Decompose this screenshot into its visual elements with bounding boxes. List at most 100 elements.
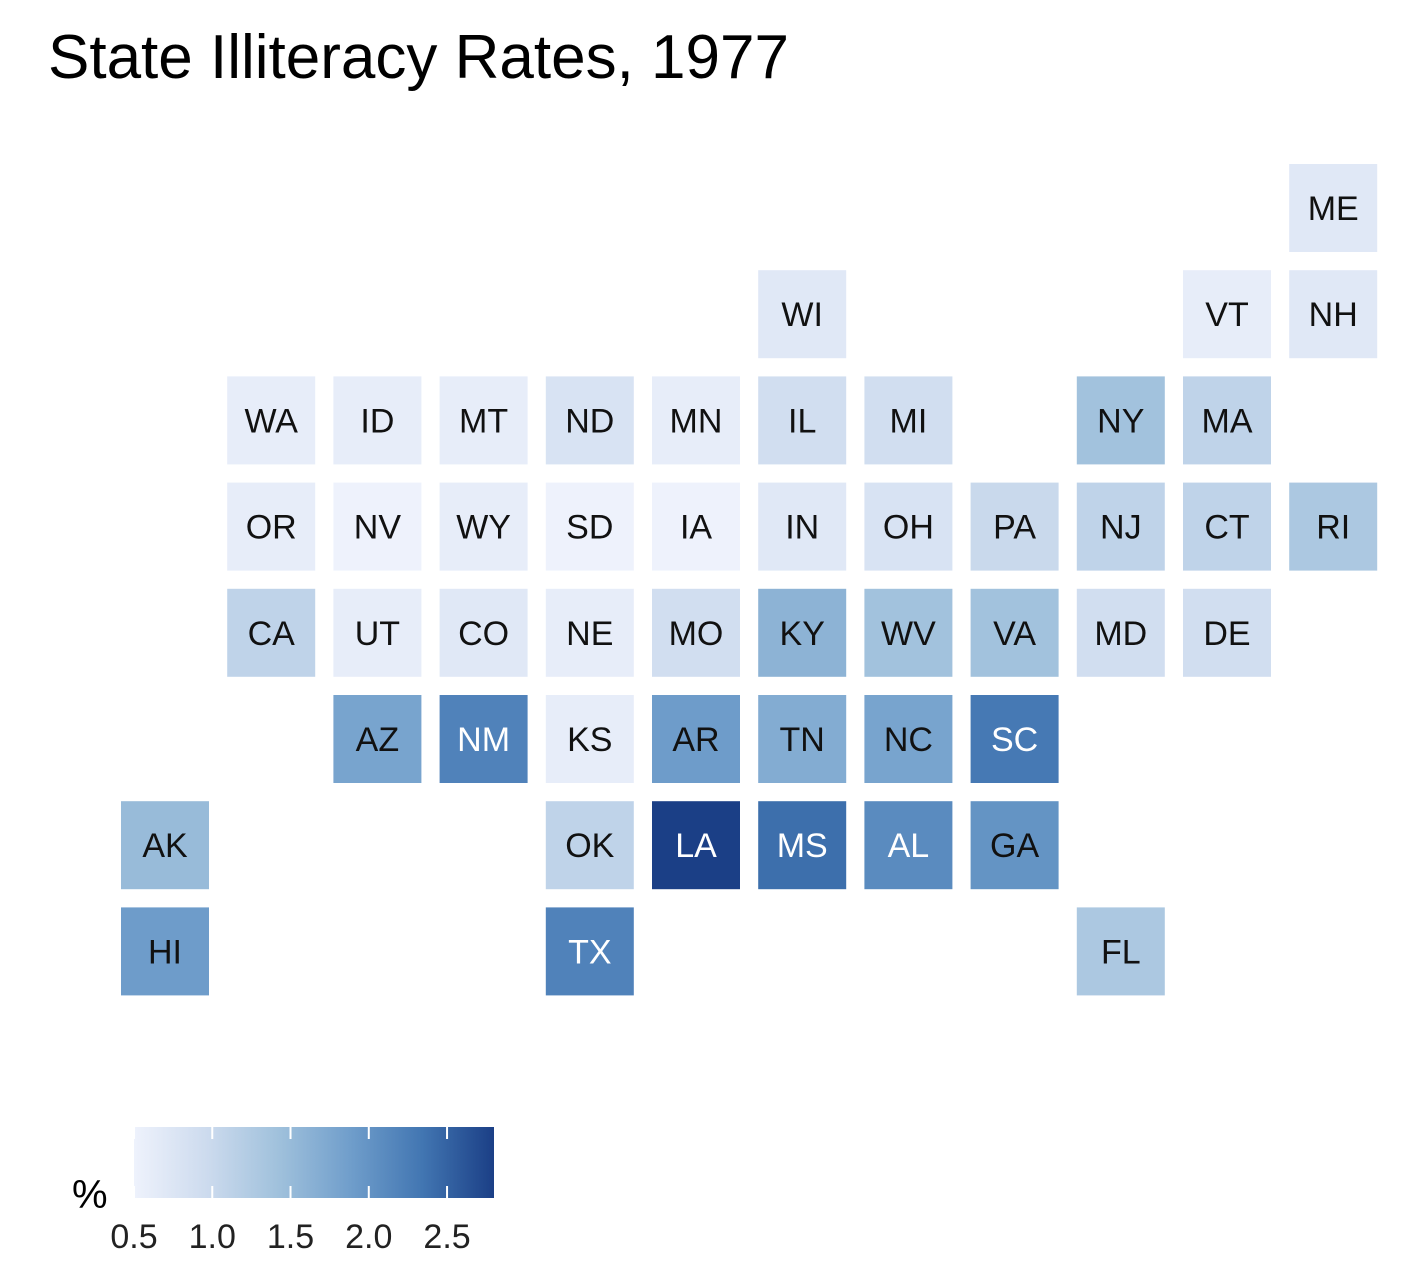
- state-label: OR: [246, 509, 297, 547]
- state-tile-rect: [227, 376, 316, 465]
- state-label: WI: [781, 296, 823, 334]
- state-tile-rect: [227, 588, 316, 677]
- state-tile-ne: NE: [545, 588, 634, 677]
- state-tile-rect: [1076, 482, 1165, 571]
- state-tile-ky: KY: [758, 588, 847, 677]
- state-label: AZ: [356, 721, 399, 759]
- state-tile-rect: [1289, 164, 1378, 252]
- state-label: NY: [1097, 402, 1144, 440]
- state-tile-az: AZ: [333, 695, 422, 783]
- state-tile-rect: [758, 801, 847, 890]
- state-tile-in: IN: [758, 482, 847, 571]
- state-label: OK: [565, 827, 614, 865]
- state-label: RI: [1316, 509, 1350, 547]
- state-label: MI: [890, 402, 928, 440]
- state-tile-rect: [758, 482, 847, 571]
- state-tile-rect: [1289, 270, 1378, 359]
- state-tile-me: ME: [1289, 164, 1378, 252]
- state-tile-rect: [1183, 482, 1271, 571]
- state-tile-md: MD: [1076, 588, 1165, 677]
- state-label: NJ: [1100, 509, 1142, 547]
- state-label: MT: [459, 402, 508, 440]
- state-tile-rect: [1183, 588, 1271, 677]
- state-tile-ri: RI: [1289, 482, 1378, 571]
- state-tile-rect: [545, 695, 634, 783]
- state-label: LA: [675, 827, 717, 865]
- state-tile-ks: KS: [545, 695, 634, 783]
- state-tile-rect: [121, 907, 209, 996]
- state-tile-rect: [1289, 482, 1378, 571]
- state-tile-nc: NC: [864, 695, 953, 783]
- state-label: NV: [354, 509, 402, 547]
- state-label: IL: [788, 402, 816, 440]
- state-label: VT: [1205, 296, 1248, 334]
- state-tile-la: LA: [652, 801, 740, 890]
- legend-tick-label: 2.5: [423, 1218, 470, 1256]
- state-tile-rect: [864, 588, 953, 677]
- state-tile-rect: [758, 695, 847, 783]
- state-tile-oh: OH: [864, 482, 953, 571]
- state-label: ND: [565, 402, 614, 440]
- state-tile-rect: [1076, 376, 1165, 465]
- state-tile-rect: [652, 482, 740, 571]
- state-tile-rect: [227, 482, 316, 571]
- state-tile-il: IL: [758, 376, 847, 465]
- state-label: FL: [1101, 933, 1141, 971]
- state-tile-mn: MN: [652, 376, 740, 465]
- state-label: AR: [672, 721, 719, 759]
- state-tile-rect: [439, 695, 528, 783]
- state-tile-pa: PA: [970, 482, 1059, 571]
- state-tile-rect: [758, 270, 847, 359]
- state-tile-rect: [1076, 588, 1165, 677]
- state-tile-ga: GA: [970, 801, 1059, 890]
- state-tile-rect: [333, 588, 422, 677]
- state-tile-rect: [970, 801, 1059, 890]
- state-label: NM: [457, 721, 510, 759]
- state-tile-ak: AK: [121, 801, 209, 890]
- legend-ticks: 0.5 1.0 1.5 2.0 2.5: [110, 1127, 471, 1256]
- state-tile-ok: OK: [545, 801, 634, 890]
- state-label: AL: [888, 827, 930, 865]
- state-tile-rect: [545, 482, 634, 571]
- state-tile-rect: [652, 801, 740, 890]
- state-label: NH: [1309, 296, 1358, 334]
- state-tile-rect: [333, 376, 422, 465]
- state-tile-wy: WY: [439, 482, 528, 571]
- state-tile-rect: [439, 588, 528, 677]
- chart-title: State Illiteracy Rates, 1977: [48, 23, 789, 92]
- state-tile-rect: [864, 482, 953, 571]
- state-tile-sc: SC: [970, 695, 1059, 783]
- state-label: AK: [142, 827, 188, 865]
- state-label: ME: [1308, 190, 1359, 228]
- state-label: MN: [670, 402, 723, 440]
- state-label: NE: [566, 615, 613, 653]
- state-tile-mo: MO: [652, 588, 740, 677]
- state-tile-va: VA: [970, 588, 1059, 677]
- state-label: MO: [669, 615, 724, 653]
- state-label: WV: [881, 615, 936, 653]
- state-tile-hi: HI: [121, 907, 209, 996]
- state-label: NC: [884, 721, 933, 759]
- state-tile-wi: WI: [758, 270, 847, 359]
- state-tile-rect: [545, 801, 634, 890]
- state-tile-rect: [758, 376, 847, 465]
- legend-title: %: [72, 1173, 108, 1217]
- state-tile-rect: [439, 482, 528, 571]
- state-tile-ct: CT: [1183, 482, 1271, 571]
- state-tile-rect: [333, 695, 422, 783]
- state-label: WY: [456, 509, 511, 547]
- state-label: WA: [244, 402, 298, 440]
- state-label: MS: [777, 827, 828, 865]
- state-label: HI: [148, 933, 182, 971]
- state-tile-rect: [545, 376, 634, 465]
- state-tile-ar: AR: [652, 695, 740, 783]
- state-label: MD: [1094, 615, 1147, 653]
- state-tile-ca: CA: [227, 588, 316, 677]
- state-label: SC: [991, 721, 1038, 759]
- state-tile-wv: WV: [864, 588, 953, 677]
- state-tile-rect: [970, 695, 1059, 783]
- legend-tick-label: 2.0: [345, 1218, 392, 1256]
- state-tile-rect: [333, 482, 422, 571]
- state-tile-or: OR: [227, 482, 316, 571]
